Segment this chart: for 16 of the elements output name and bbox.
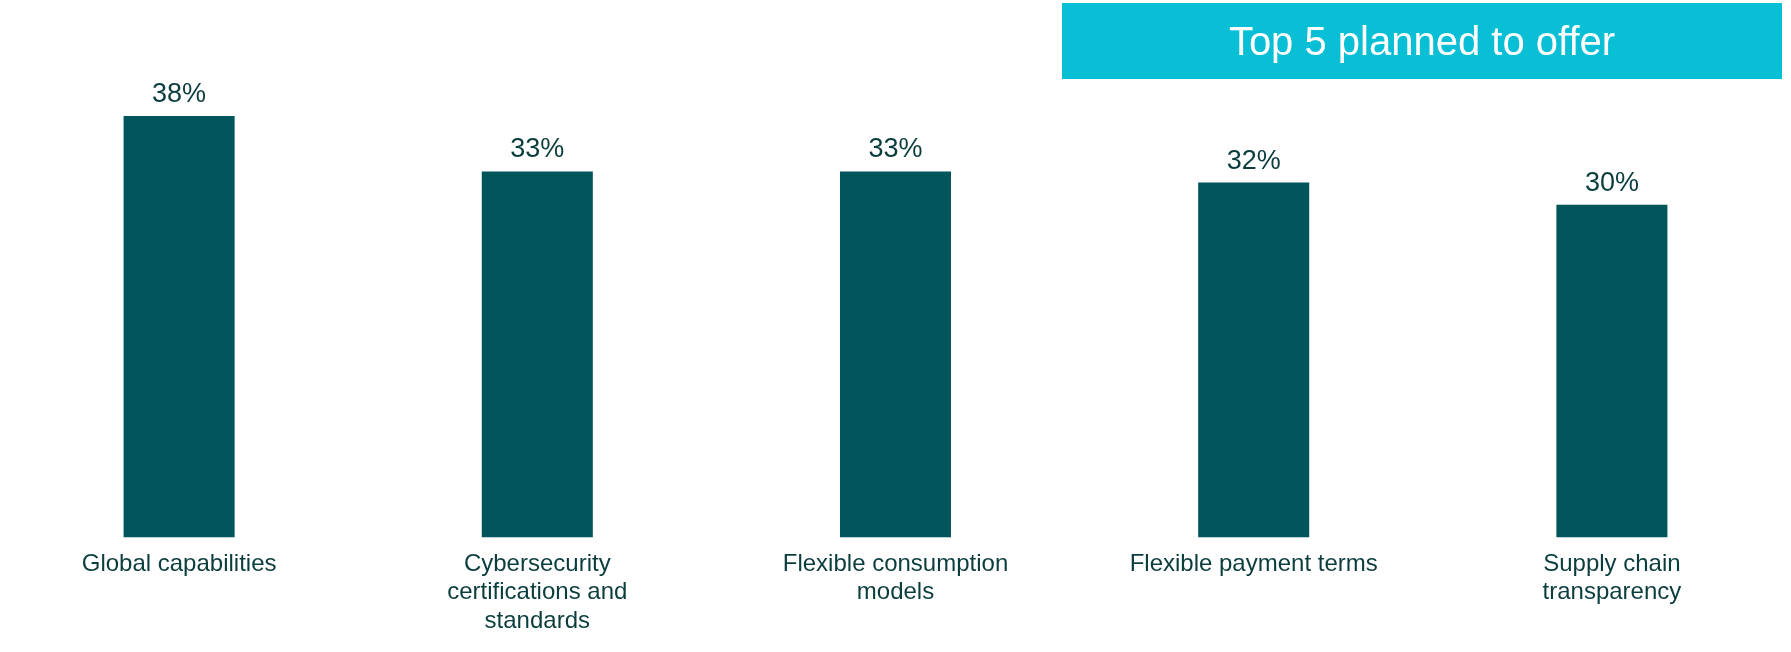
bar [481, 171, 593, 538]
bar [839, 171, 952, 538]
x-tick-label: Flexible consumption models [782, 548, 1009, 605]
bar [1198, 182, 1310, 538]
data-label: 32% [1226, 144, 1281, 175]
x-tick-label: Flexible payment terms [1129, 548, 1378, 576]
bar [1556, 204, 1668, 538]
chart-title: Top 5 planned to offer [1062, 3, 1782, 79]
data-label: 38% [152, 77, 207, 108]
data-label: 33% [868, 133, 923, 164]
data-label: 33% [510, 133, 565, 164]
x-tick-label: Global capabilities [81, 548, 277, 576]
data-label: 30% [1584, 166, 1639, 197]
bar [123, 116, 235, 538]
x-tick-label: Supply chain transparency [1542, 548, 1682, 605]
x-tick-label: Cybersecurity certifications and standards [447, 548, 628, 634]
